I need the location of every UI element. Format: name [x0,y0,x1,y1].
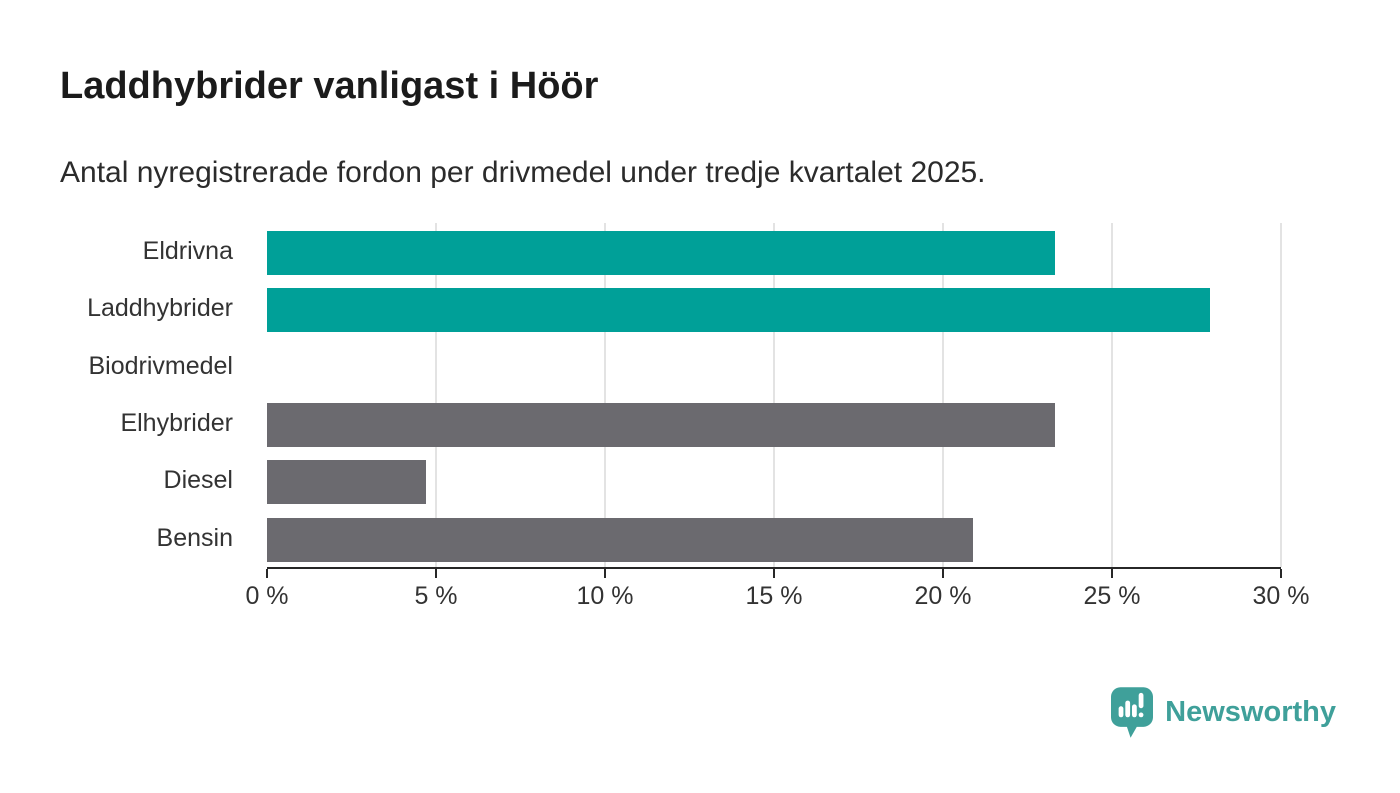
bar-row-bensin [267,510,1281,567]
chart-subtitle: Antal nyregistrerade fordon per drivmede… [60,156,986,189]
category-labels: Eldrivna Laddhybrider Biodrivmedel Elhybrid… [0,223,250,567]
bar-diesel [267,460,426,505]
gridline-20 [942,223,944,567]
bar-row-laddhybrider [267,280,1281,337]
bar-row-eldrivna [267,223,1281,280]
bar-laddhybrider [267,288,1211,333]
bar-eldrivna [267,231,1055,275]
newsworthy-logo: Newsworthy [1111,687,1336,738]
axis-tick-label-30: 30 % [1252,582,1310,610]
gridline-15 [773,223,775,567]
category-label-diesel: Diesel [163,466,233,495]
bar-row-elhybrider [267,395,1281,452]
x-axis-tick-labels: 0 % 5 % 10 % 15 % 20 % 25 % 30 % [245,582,1309,614]
gridline-30 [1280,223,1282,567]
gridline-5 [435,223,437,567]
newsworthy-wordmark: Newsworthy [1165,696,1336,728]
axis-tick-label-25: 25 % [1083,582,1141,610]
axis-tick-30 [1280,569,1282,578]
bar-row-biodrivmedel [267,338,1281,395]
bar-bensin [267,517,974,562]
axis-tick-label-20: 20 % [914,582,972,610]
gridline-25 [1111,223,1113,567]
newsworthy-speech-bubble-barchart-icon [1111,687,1154,738]
axis-tick-label-15: 15 % [745,582,803,610]
category-label-laddhybrider: Laddhybrider [87,294,233,323]
axis-tick-label-0: 0 % [245,582,289,610]
axis-tick-label-5: 5 % [414,582,458,610]
gridline-10 [604,223,606,567]
plot-area [267,223,1282,569]
category-label-elhybrider: Elhybrider [120,409,233,438]
axis-tick-10 [604,569,606,578]
axis-tick-label-10: 10 % [576,582,634,610]
axis-tick-20 [942,569,944,578]
axis-tick-15 [773,569,775,578]
category-label-eldrivna: Eldrivna [142,237,233,266]
bar-row-diesel [267,452,1281,509]
axis-tick-5 [435,569,437,578]
category-label-bensin: Bensin [156,523,233,552]
bar-elhybrider [267,403,1055,447]
axis-tick-25 [1111,569,1113,578]
x-axis-ticks [266,569,1282,579]
axis-tick-0 [266,569,268,578]
chart-title: Laddhybrider vanligast i Höör [60,65,599,107]
category-label-biodrivmedel: Biodrivmedel [88,351,233,380]
